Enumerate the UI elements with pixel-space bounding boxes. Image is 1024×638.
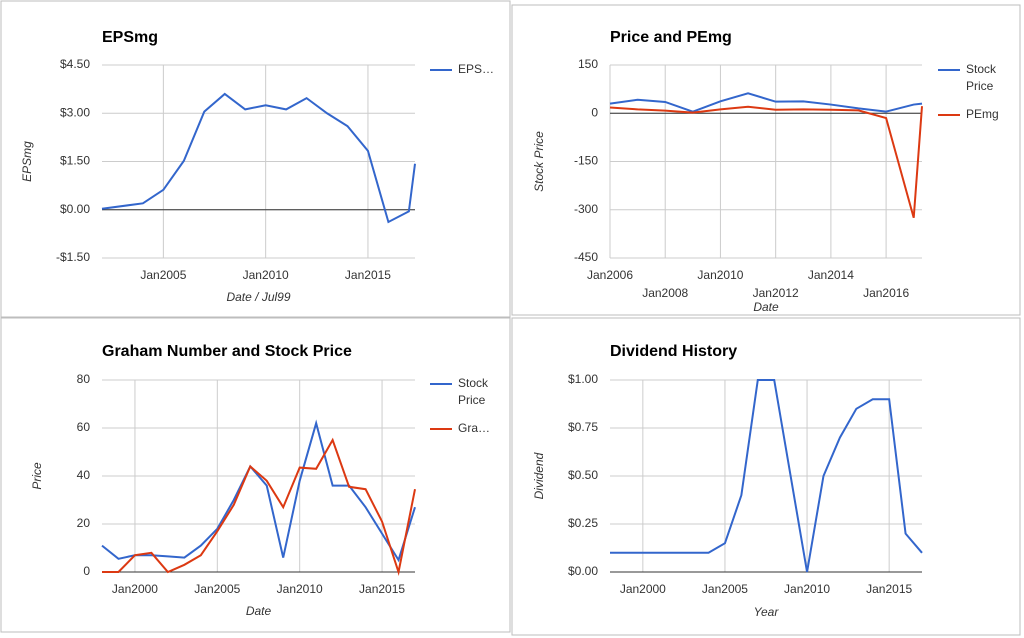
y-axis-label: Dividend xyxy=(532,452,546,499)
y-tick-label: -$1.50 xyxy=(56,250,90,264)
legend-label: EPS… xyxy=(458,62,495,76)
panel xyxy=(511,4,1021,316)
legend-entry: Stock Price xyxy=(966,62,997,93)
y-tick-label: 40 xyxy=(77,468,91,482)
y-tick-label: 0 xyxy=(591,105,598,119)
y-tick-label: $1.50 xyxy=(60,154,90,168)
y-tick-label: $1.00 xyxy=(568,372,598,386)
y-tick-label: $0.50 xyxy=(568,468,598,482)
panel xyxy=(0,317,511,633)
legend-label: Gra… xyxy=(458,421,491,435)
y-tick-label: -300 xyxy=(574,202,598,216)
series-line xyxy=(609,92,923,113)
x-tick-label: Jan2005 xyxy=(702,582,748,596)
legend-entry: Gra… xyxy=(458,421,491,435)
x-tick-label: Jan2010 xyxy=(277,582,323,596)
x-tick-label: Jan2015 xyxy=(866,582,912,596)
y-tick-label: $0.00 xyxy=(60,202,90,216)
legend-label: PEmg xyxy=(966,107,999,121)
y-axis-label: Price xyxy=(30,462,44,490)
y-axis-label: EPSmg xyxy=(20,141,34,182)
y-tick-label: 80 xyxy=(77,372,91,386)
x-axis-label: Date xyxy=(753,300,779,314)
legend-label: Stock Price xyxy=(458,376,489,407)
x-tick-label: Jan2010 xyxy=(243,268,289,282)
x-tick-label: Jan2008 xyxy=(642,286,688,300)
chart-title: Price and PEmg xyxy=(610,29,732,46)
x-tick-label: Jan2015 xyxy=(345,268,391,282)
y-tick-label: $0.00 xyxy=(568,564,598,578)
x-axis-label: Date xyxy=(246,604,272,618)
y-tick-label: $0.25 xyxy=(568,516,598,530)
y-tick-label: 60 xyxy=(77,420,91,434)
x-tick-label: Jan2000 xyxy=(112,582,158,596)
series-line xyxy=(610,379,923,573)
x-tick-label: Jan2006 xyxy=(587,268,633,282)
y-tick-label: $4.50 xyxy=(60,57,90,71)
panel xyxy=(0,0,511,318)
y-tick-label: $0.75 xyxy=(568,420,598,434)
series-line xyxy=(101,92,416,224)
x-tick-label: Jan2012 xyxy=(753,286,799,300)
x-tick-label: Jan2005 xyxy=(140,268,186,282)
legend-entry: Stock Price xyxy=(458,376,489,407)
legend-label: Stock Price xyxy=(966,62,997,93)
legend-entry: PEmg xyxy=(966,107,999,121)
series-line xyxy=(609,105,923,219)
chart-title: Dividend History xyxy=(610,343,737,360)
x-tick-label: Jan2010 xyxy=(697,268,743,282)
y-tick-label: -150 xyxy=(574,154,598,168)
x-tick-label: Jan2005 xyxy=(194,582,240,596)
x-tick-label: Jan2014 xyxy=(808,268,854,282)
chart-title: EPSmg xyxy=(102,29,158,46)
x-tick-label: Jan2016 xyxy=(863,286,909,300)
x-tick-label: Jan2000 xyxy=(620,582,666,596)
legend-entry: EPS… xyxy=(458,62,495,76)
series-line xyxy=(102,437,416,576)
x-axis-label: Date / Jul99 xyxy=(226,290,290,304)
y-tick-label: 150 xyxy=(578,57,598,71)
x-tick-label: Jan2015 xyxy=(359,582,405,596)
y-tick-label: 0 xyxy=(83,564,90,578)
y-tick-label: 20 xyxy=(77,516,91,530)
y-tick-label: $3.00 xyxy=(60,105,90,119)
x-axis-label: Year xyxy=(754,605,780,619)
y-tick-label: -450 xyxy=(574,250,598,264)
chart-title: Graham Number and Stock Price xyxy=(102,343,352,360)
y-axis-label: Stock Price xyxy=(532,131,546,192)
x-tick-label: Jan2010 xyxy=(784,582,830,596)
